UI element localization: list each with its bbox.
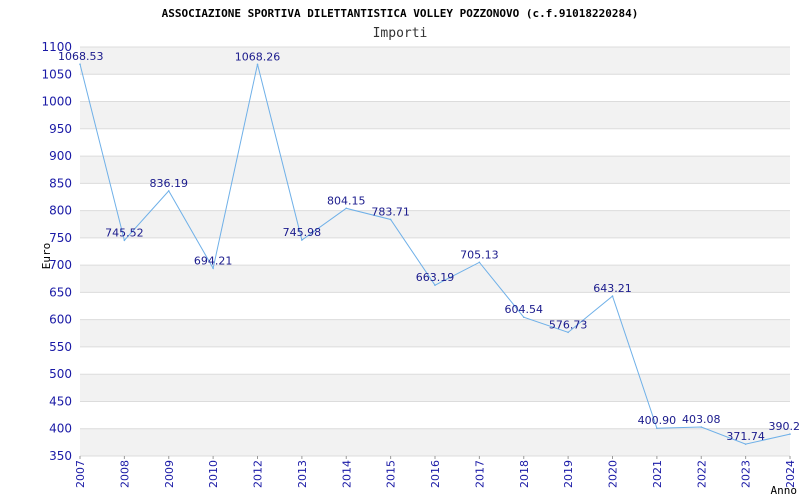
- data-point: [789, 433, 791, 435]
- x-tick-label: 2017: [473, 460, 486, 488]
- grid-band: [80, 319, 790, 347]
- data-label: 604.54: [505, 303, 544, 316]
- x-tick-label: 2012: [252, 460, 265, 488]
- x-tick-label: 2021: [651, 460, 664, 488]
- data-point: [212, 267, 214, 270]
- y-tick-label: 800: [49, 204, 72, 218]
- data-label: 836.19: [150, 177, 189, 190]
- x-tick-label: 2014: [340, 460, 353, 488]
- grid-band: [80, 210, 790, 238]
- data-point: [567, 331, 569, 334]
- data-label: 804.15: [327, 194, 366, 207]
- data-label: 390.2: [769, 420, 800, 433]
- data-label: 1068.26: [235, 50, 281, 63]
- data-label: 576.73: [549, 318, 588, 331]
- x-tick-label: 2009: [163, 460, 176, 488]
- y-axis-label: Euro: [40, 243, 53, 270]
- y-tick-label: 900: [49, 149, 72, 163]
- grid-band: [80, 47, 790, 75]
- x-tick-label: 2016: [429, 460, 442, 488]
- data-point: [256, 63, 259, 66]
- x-tick-label: 2013: [296, 460, 309, 488]
- x-tick-label: 2020: [607, 460, 620, 488]
- data-point: [700, 426, 703, 428]
- data-labels: 1068.53 745.52 836.19 694.21 1068.26 745.98 80…: [58, 50, 800, 443]
- grid-band: [80, 374, 790, 402]
- x-tick-label: 2018: [518, 460, 531, 488]
- grid-bands: [80, 47, 790, 456]
- y-tick-label: 850: [49, 176, 72, 190]
- data-point: [301, 239, 303, 241]
- series-layer: [79, 63, 791, 445]
- x-tick-label: 2015: [385, 460, 398, 488]
- x-tick-label: 2024: [784, 460, 797, 488]
- y-tick-label: 400: [49, 422, 72, 436]
- grid-band: [80, 156, 790, 184]
- x-tick-label: 2008: [118, 460, 131, 488]
- data-label: 371.74: [726, 430, 765, 443]
- gridlines: [80, 46, 790, 457]
- y-tick-label: 650: [49, 285, 72, 299]
- x-axis-label: Anno: [771, 484, 798, 497]
- data-label: 663.19: [416, 271, 455, 284]
- x-tick-label: 2023: [740, 460, 753, 488]
- y-axis-ticks: 350 400 450 500 550 600 650 700 750 800 850 900 950 1…: [41, 40, 72, 463]
- data-label: 694.21: [194, 254, 233, 267]
- data-point: [389, 218, 392, 221]
- data-point: [611, 295, 614, 297]
- data-label: 705.13: [460, 248, 499, 261]
- y-tick-label: 600: [49, 313, 72, 327]
- data-point: [167, 190, 170, 192]
- y-tick-label: 750: [49, 231, 72, 245]
- data-point: [522, 316, 525, 318]
- data-label: 745.98: [283, 226, 322, 239]
- y-tick-label: 450: [49, 394, 72, 408]
- data-point: [478, 261, 481, 264]
- data-label: 745.52: [105, 226, 144, 239]
- data-label: 1068.53: [58, 50, 104, 63]
- x-tick-label: 2010: [207, 460, 220, 488]
- y-tick-label: 500: [49, 367, 72, 381]
- y-tick-label: 1100: [41, 40, 72, 54]
- data-point: [345, 207, 348, 210]
- data-point: [434, 284, 436, 287]
- data-point: [744, 443, 747, 445]
- chart-title: ASSOCIAZIONE SPORTIVA DILETTANTISTICA VO…: [162, 7, 639, 20]
- data-point: [123, 239, 126, 242]
- data-label: 783.71: [371, 205, 410, 218]
- grid-band: [80, 428, 790, 456]
- grid-band: [80, 265, 790, 293]
- x-tick-label: 2022: [695, 460, 708, 488]
- y-tick-label: 350: [49, 449, 72, 463]
- y-tick-label: 700: [49, 258, 72, 272]
- data-label: 400.90: [638, 414, 677, 427]
- grid-band: [80, 101, 790, 129]
- data-label: 403.08: [682, 413, 721, 426]
- data-point: [656, 427, 658, 430]
- y-tick-label: 550: [49, 340, 72, 354]
- x-tick-label: 2019: [562, 460, 575, 488]
- y-tick-label: 1050: [41, 67, 72, 81]
- x-axis-ticks: 2007 2008 2009 2010 2012 2013 2014 2015 2016 2017…: [74, 456, 797, 488]
- x-tick-label: 2007: [74, 460, 87, 488]
- data-label: 643.21: [593, 282, 632, 295]
- y-tick-label: 1000: [41, 95, 72, 109]
- chart-subtitle: Importi: [373, 26, 428, 41]
- y-tick-label: 950: [49, 122, 72, 136]
- data-point: [79, 63, 81, 65]
